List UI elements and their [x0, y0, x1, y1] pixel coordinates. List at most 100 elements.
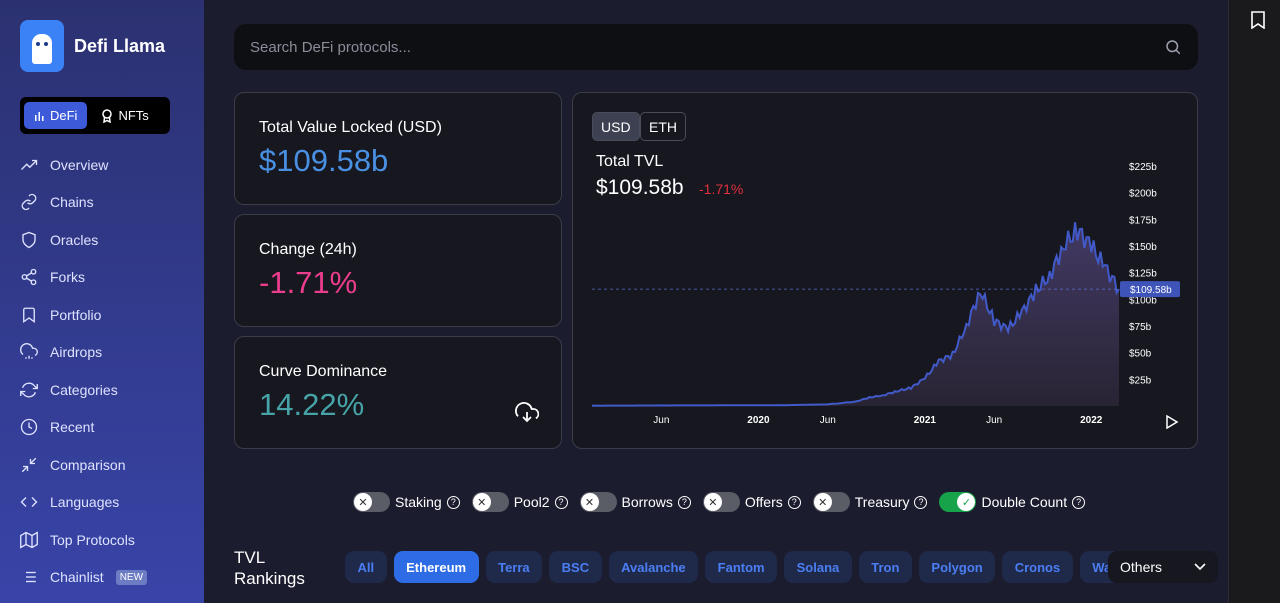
nav-label: Forks [50, 269, 85, 286]
trending-up-icon [21, 159, 38, 170]
nav-item-airdrops[interactable]: Airdrops [20, 334, 147, 372]
chain-tab-fantom[interactable]: Fantom [705, 551, 778, 583]
nav-item-portfolio[interactable]: Portfolio [20, 296, 147, 334]
y-tick-label: $75b [1129, 322, 1152, 333]
chart-value: $109.58b [596, 176, 684, 199]
toggle-label: Double Count [981, 494, 1068, 510]
search-input[interactable] [250, 38, 1164, 56]
chain-tab-avalanche[interactable]: Avalanche [608, 551, 699, 583]
code-icon [20, 497, 38, 508]
change-value: -1.71% [259, 265, 358, 300]
defi-label: DeFi [50, 108, 78, 123]
nav-item-top-protocols[interactable]: Top Protocols [20, 521, 147, 559]
nav-label: Portfolio [50, 306, 102, 323]
new-badge: NEW [115, 569, 148, 585]
nav-label: Comparison [50, 456, 126, 473]
chain-tab-cronos[interactable]: Cronos [1002, 551, 1073, 583]
toggle-pool2[interactable]: ✕ Pool2? [471, 492, 568, 512]
chain-tab-all[interactable]: All [345, 551, 387, 583]
toggle-staking[interactable]: ✕ Staking? [353, 492, 460, 512]
nav-item-languages[interactable]: Languages [20, 484, 147, 522]
toggle-switch[interactable]: ✕ [471, 492, 509, 512]
nav-label: Chainlist [50, 569, 104, 586]
toggle-switch[interactable]: ✕ [353, 492, 390, 512]
nav-item-forks[interactable]: Forks [20, 259, 147, 297]
toggle-switch[interactable]: ✕ [812, 492, 850, 512]
chain-tab-polygon[interactable]: Polygon [918, 551, 996, 583]
defi-switch-button[interactable]: DeFi [24, 102, 88, 129]
tvl-line [591, 222, 1120, 407]
toggle-label: Treasury [854, 494, 910, 510]
nav-item-chainlist[interactable]: Chainlist NEW [20, 559, 148, 597]
chain-tab-bsc[interactable]: BSC [549, 551, 602, 583]
help-icon[interactable]: ? [1072, 495, 1086, 509]
x-tick-label: Jun [820, 415, 836, 426]
nfts-label: NFTs [118, 108, 149, 123]
toggle-offers[interactable]: ✕ Offers? [702, 492, 801, 512]
x-tick-label: 2020 [747, 415, 770, 426]
nav-item-recent[interactable]: Recent [20, 409, 147, 447]
download-cloud-icon[interactable] [515, 400, 539, 424]
dominance-value: 14.22% [259, 387, 365, 422]
x-tick-label: Jun [653, 415, 669, 426]
x-icon: ✕ [472, 493, 491, 511]
others-label: Others [1120, 559, 1163, 575]
bar-chart-icon [35, 112, 44, 121]
x-icon: ✕ [703, 493, 722, 511]
toggle-switch[interactable]: ✕ [579, 492, 617, 512]
nav-item-chains[interactable]: Chains [20, 184, 147, 222]
nav-label: Recent [50, 419, 95, 436]
current-value-label-bg [1120, 281, 1180, 298]
toggle-borrows[interactable]: ✕ Borrows? [579, 492, 691, 512]
help-icon[interactable]: ? [554, 495, 568, 509]
chain-tabs: All Ethereum Terra BSC Avalanche Fantom Solana… [345, 551, 1146, 583]
eth-button[interactable]: ETH [640, 112, 686, 141]
logo[interactable]: Defi Llama [20, 20, 165, 72]
nav-item-categories[interactable]: Categories [20, 371, 147, 409]
defi-nft-switch: DeFi NFTs [20, 97, 170, 134]
tvl-chart[interactable]: $25b $50b $75b $100b $125b $150b $175b $200b $22… [573, 93, 1199, 450]
change-card: Change (24h) -1.71% [234, 214, 562, 327]
toggle-double-count[interactable]: ✓ Double Count? [939, 492, 1086, 512]
toggle-treasury[interactable]: ✕ Treasury? [812, 492, 928, 512]
toggle-switch[interactable]: ✓ [939, 492, 977, 512]
y-tick-label: $50b [1129, 349, 1152, 360]
refresh-icon [20, 382, 38, 398]
toggle-options: ✕ Staking? ✕ Pool2? ✕ Borrows? ✕ Offers? ✕ Treasu… [353, 492, 1086, 512]
search-icon[interactable] [1164, 38, 1182, 56]
nav-label: Airdrops [50, 344, 103, 361]
nav-item-comparison[interactable]: Comparison [20, 446, 147, 484]
toggle-label: Borrows [621, 494, 673, 510]
others-dropdown[interactable]: Others [1108, 551, 1218, 583]
nav-label: Top Protocols [50, 531, 135, 548]
nfts-switch-button[interactable]: NFTs [91, 102, 158, 129]
rankings-title: TVL Rankings [234, 547, 305, 589]
x-tick-label: Jun [986, 415, 1002, 426]
tvl-chart-card: $25b $50b $75b $100b $125b $150b $175b $200b $22… [572, 92, 1198, 449]
play-icon[interactable] [1165, 415, 1179, 429]
y-tick-label: $200b [1129, 189, 1157, 200]
tvl-label: Total Value Locked (USD) [259, 119, 442, 136]
nav-label: Languages [50, 494, 120, 511]
award-icon [102, 108, 113, 123]
nav-label: Categories [50, 381, 118, 398]
chain-tab-ethereum[interactable]: Ethereum [393, 551, 479, 583]
nav-item-overview[interactable]: Overview [20, 146, 147, 184]
sidebar-nav: Overview Chains Oracles Forks Portfolio … [20, 146, 148, 597]
usd-button[interactable]: USD [592, 112, 640, 141]
nav-item-oracles[interactable]: Oracles [20, 221, 147, 259]
right-panel [1228, 0, 1280, 603]
chain-tab-solana[interactable]: Solana [784, 551, 852, 583]
rankings-title-line2: Rankings [234, 569, 305, 588]
y-tick-label: $25b [1129, 375, 1152, 386]
help-icon[interactable]: ? [914, 495, 928, 509]
chain-tab-terra[interactable]: Terra [485, 551, 543, 583]
help-icon[interactable]: ? [677, 495, 691, 509]
bookmark-icon[interactable] [1250, 11, 1266, 29]
x-tick-label: 2022 [1080, 415, 1103, 426]
llama-logo-icon [20, 20, 64, 72]
toggle-switch[interactable]: ✕ [702, 492, 740, 512]
help-icon[interactable]: ? [787, 495, 801, 509]
chain-tab-tron[interactable]: Tron [858, 551, 912, 583]
help-icon[interactable]: ? [446, 495, 460, 509]
